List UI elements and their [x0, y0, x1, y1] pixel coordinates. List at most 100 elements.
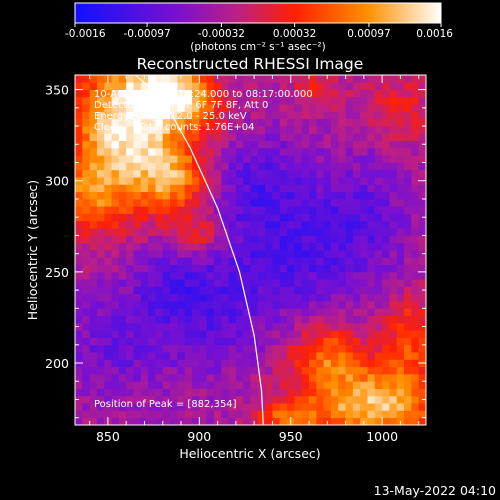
heatmap-cell — [316, 344, 325, 353]
heatmap-cell — [199, 264, 208, 273]
heatmap-cell — [404, 403, 412, 411]
heatmap-cell — [140, 104, 149, 112]
heatmap-cell — [287, 257, 295, 265]
heatmap-cell — [309, 373, 317, 382]
heatmap-cell — [272, 155, 281, 163]
heatmap-cell — [250, 191, 259, 200]
heatmap-cell — [235, 279, 244, 287]
heatmap-cell — [177, 155, 186, 163]
heatmap-cell — [301, 366, 310, 375]
heatmap-cell — [345, 126, 354, 134]
heatmap-cell — [221, 279, 229, 287]
heatmap-cell — [338, 155, 346, 163]
heatmap-cell — [301, 337, 310, 346]
heatmap-cell — [148, 111, 156, 120]
heatmap-cell — [265, 213, 273, 222]
heatmap-cell — [82, 395, 91, 404]
heatmap-cell — [118, 381, 127, 389]
heatmap-cell — [294, 395, 303, 404]
heatmap-cell — [345, 286, 354, 295]
heatmap-cell — [404, 133, 412, 142]
heatmap-cell — [279, 352, 288, 360]
heatmap-cell — [126, 337, 134, 346]
heatmap-cell — [389, 111, 398, 120]
heatmap-cell — [257, 75, 266, 83]
heatmap-cell — [382, 242, 390, 251]
heatmap-cell — [111, 279, 120, 287]
heatmap-cell — [148, 228, 156, 236]
heatmap-cell — [126, 330, 134, 338]
heatmap-cell — [243, 308, 251, 317]
heatmap-cell — [170, 89, 178, 98]
heatmap-cell — [243, 75, 251, 83]
heatmap-cell — [272, 344, 281, 353]
heatmap-cell — [96, 308, 105, 317]
heatmap-cell — [184, 82, 193, 90]
heatmap-cell — [199, 250, 208, 258]
heatmap-cell — [126, 293, 134, 302]
heatmap-cell — [352, 315, 361, 324]
heatmap-cell — [330, 184, 339, 193]
heatmap-cell — [206, 235, 215, 244]
heatmap-cell — [279, 242, 288, 251]
heatmap-cell — [111, 228, 120, 236]
heatmap-cell — [235, 250, 244, 258]
heatmap-cell — [287, 111, 295, 120]
heatmap-cell — [155, 213, 164, 222]
heatmap-cell — [213, 344, 222, 353]
heatmap-cell — [75, 293, 83, 302]
heatmap-cell — [323, 381, 332, 389]
heatmap-cell — [352, 308, 361, 317]
heatmap-cell — [360, 308, 368, 317]
heatmap-cell — [89, 104, 98, 112]
heatmap-cell — [309, 315, 317, 324]
heatmap-cell — [177, 220, 186, 229]
heatmap-cell — [374, 403, 383, 411]
heatmap-cell — [382, 410, 390, 419]
heatmap-cell — [221, 381, 229, 389]
heatmap-cell — [111, 82, 120, 90]
colorbar-ticks: -0.0016 -0.00097 -0.00032 0.00032 0.00097 0.0… — [65, 23, 453, 40]
heatmap-cell — [192, 395, 200, 404]
heatmap-cell — [235, 220, 244, 229]
heatmap-cell — [367, 96, 376, 105]
heatmap-cell — [118, 250, 127, 258]
heatmap-cell — [221, 257, 229, 265]
heatmap-cell — [367, 140, 376, 149]
heatmap-cell — [374, 82, 383, 90]
heatmap-cell — [257, 381, 266, 389]
heatmap-cell — [89, 162, 98, 171]
heatmap-cell — [323, 315, 332, 324]
heatmap-cell — [184, 344, 193, 353]
heatmap-cell — [316, 96, 325, 105]
heatmap-cell — [104, 264, 112, 273]
heatmap-cell — [243, 250, 251, 258]
heatmap-cell — [111, 337, 120, 346]
heatmap-cell — [309, 264, 317, 273]
heatmap-cell — [206, 257, 215, 265]
heatmap-cell — [133, 373, 142, 382]
heatmap-cell — [133, 140, 142, 149]
heatmap-cell — [96, 169, 105, 178]
heatmap-cell — [221, 75, 229, 83]
heatmap-cell — [294, 359, 303, 368]
heatmap-cell — [140, 133, 149, 142]
heatmap-cell — [184, 228, 193, 236]
heatmap-cell — [104, 257, 112, 265]
heatmap-cell — [294, 271, 303, 280]
heatmap-cell — [287, 264, 295, 273]
heatmap-cell — [396, 89, 405, 98]
heatmap-cell — [82, 242, 91, 251]
heatmap-cell — [213, 373, 222, 382]
heatmap-cell — [155, 75, 164, 83]
heatmap-cell — [104, 279, 112, 287]
heatmap-cell — [382, 104, 390, 112]
heatmap-cell — [162, 206, 171, 214]
heatmap-cell — [309, 322, 317, 331]
heatmap-cell — [96, 359, 105, 368]
heatmap-cell — [228, 337, 237, 346]
heatmap-cell — [279, 213, 288, 222]
heatmap-cell — [411, 155, 420, 163]
heatmap-cell — [272, 301, 281, 309]
heatmap-cell — [118, 140, 127, 149]
